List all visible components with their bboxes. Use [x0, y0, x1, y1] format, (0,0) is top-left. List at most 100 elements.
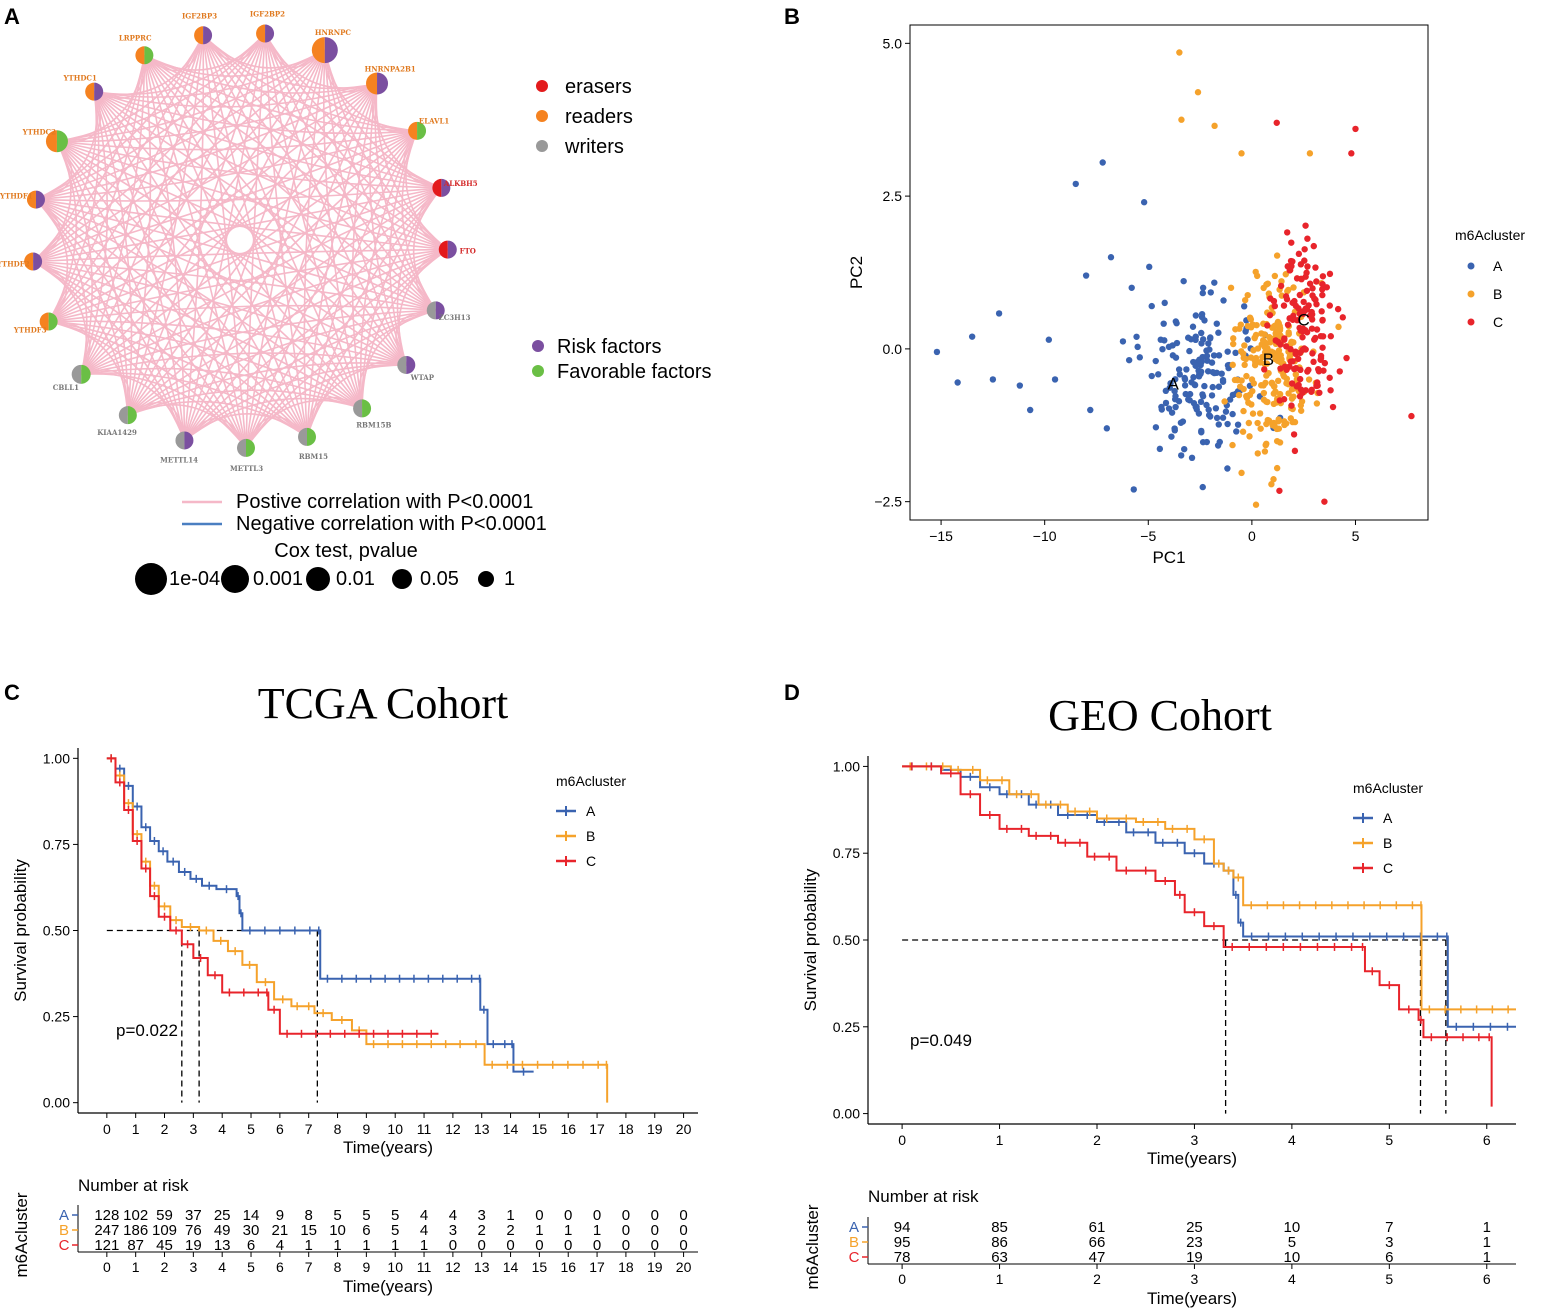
pca-point-B: [1230, 335, 1237, 342]
correlation-edge: [144, 54, 378, 94]
risk-x-label: 11: [417, 1259, 432, 1275]
risk-row-name: C: [849, 1249, 860, 1266]
node-factor-half: [377, 72, 389, 95]
pca-point-B: [1238, 150, 1245, 157]
x-tick-label: 18: [618, 1121, 634, 1137]
pca-point-A: [1224, 348, 1231, 355]
pca-point-A: [995, 310, 1003, 317]
pca-point-A: [1152, 357, 1159, 365]
x-tick-label: 8: [334, 1121, 342, 1137]
risk-table-ylabel: m6Acluster: [803, 1204, 822, 1289]
risk-cell: 1: [1483, 1234, 1491, 1251]
pca-point-A: [1233, 428, 1240, 435]
pca-point-A: [1187, 336, 1195, 343]
risk-x-label: 13: [474, 1259, 490, 1275]
node-label: HNRNPA2B1: [365, 64, 416, 73]
correlation-edge: [35, 49, 326, 201]
network-node: HNRNPC: [311, 28, 351, 64]
pca-point-B: [1297, 402, 1305, 409]
pca-point-B: [1273, 252, 1281, 259]
risk-cell: 0: [679, 1207, 687, 1224]
correlation-edge: [48, 320, 363, 410]
node-type-half: [236, 438, 246, 457]
pca-point-A: [1172, 376, 1179, 383]
correlation-edge: [245, 83, 378, 449]
risk-cell: 8: [305, 1207, 313, 1224]
pca-point-C: [1301, 246, 1308, 253]
km-legend-label: A: [1383, 810, 1393, 826]
pca-point-C: [1304, 263, 1311, 270]
risk-cell: 10: [1284, 1219, 1301, 1236]
pca-point-A: [1219, 414, 1227, 421]
pca-point-A: [1240, 303, 1248, 310]
node-label: YTHDC1: [63, 73, 97, 82]
pca-point-A: [1026, 406, 1034, 414]
node-label: WTAP: [410, 373, 435, 382]
risk-cell: 49: [214, 1222, 231, 1239]
y-axis-title: PC2: [847, 256, 866, 289]
correlation-edge: [183, 130, 418, 441]
risk-cell: 247: [94, 1222, 119, 1239]
legend-label-factor: Risk factors: [557, 336, 661, 358]
risk-x-label: 1: [132, 1259, 140, 1275]
pca-point-B: [1245, 399, 1252, 406]
correlation-edge: [32, 33, 266, 263]
pca-point-B: [1270, 400, 1278, 408]
legend-label-factor: Favorable factors: [557, 361, 712, 383]
pca-point-B: [1285, 286, 1292, 294]
pca-point-A: [968, 333, 976, 340]
pca-point-A: [1156, 445, 1164, 453]
pca-point-A: [1242, 328, 1249, 335]
pca-point-A: [1162, 399, 1170, 407]
network-node: WTAP: [397, 355, 435, 382]
x-tick-label: 4: [218, 1121, 226, 1137]
pca-legend-label: A: [1493, 258, 1503, 274]
correlation-edge: [56, 140, 442, 189]
pca-point-B: [1229, 340, 1237, 348]
risk-cell: 0: [535, 1207, 543, 1224]
pca-point-C: [1408, 412, 1415, 420]
node-type-half: [194, 26, 204, 45]
km-legend-title: m6Acluster: [1353, 780, 1423, 796]
correlation-edge: [93, 91, 247, 449]
risk-cell: 0: [651, 1237, 659, 1254]
risk-table-title: Number at risk: [78, 1176, 189, 1195]
pca-point-C: [1296, 393, 1304, 400]
pca-point-B: [1268, 380, 1276, 387]
pca-point-A: [1224, 420, 1231, 428]
risk-cell: 1: [1483, 1219, 1491, 1236]
pca-point-A: [1167, 380, 1174, 387]
pca-point-C: [1304, 235, 1311, 242]
x-tick-label: −15: [929, 528, 953, 544]
risk-x-title: Time(years): [343, 1277, 433, 1296]
x-tick-label: 6: [276, 1121, 284, 1137]
pca-point-A: [1229, 391, 1237, 399]
pca-point-B: [1238, 377, 1245, 384]
pca-point-B: [1313, 400, 1321, 407]
pca-point-C: [1288, 262, 1295, 270]
correlation-edge: [183, 33, 266, 441]
risk-cell: 30: [243, 1222, 260, 1239]
y-axis-title: Survival probability: [11, 859, 30, 1002]
pca-point-C: [1318, 308, 1325, 315]
pca-point-A: [1186, 347, 1193, 355]
pca-point-A: [1183, 366, 1190, 373]
pca-point-C: [1280, 396, 1288, 403]
correlation-edge: [56, 140, 308, 438]
risk-cell: 19: [1186, 1249, 1203, 1266]
network-node: ELAVL1: [408, 116, 449, 140]
correlation-edge: [35, 198, 247, 449]
node-label: RBM15B: [356, 421, 391, 430]
pca-point-B: [1254, 419, 1261, 427]
node-label: ALKBH5: [443, 179, 478, 188]
pca-point-B: [1178, 116, 1185, 123]
pca-point-A: [1173, 320, 1180, 327]
pca-point-B: [1244, 322, 1251, 330]
correlation-edge: [35, 130, 418, 201]
correlation-edge: [127, 33, 266, 416]
risk-cell: 25: [214, 1207, 231, 1224]
correlation-edge: [48, 49, 326, 323]
pca-point-A: [1201, 382, 1208, 390]
pca-point-C: [1288, 239, 1295, 246]
